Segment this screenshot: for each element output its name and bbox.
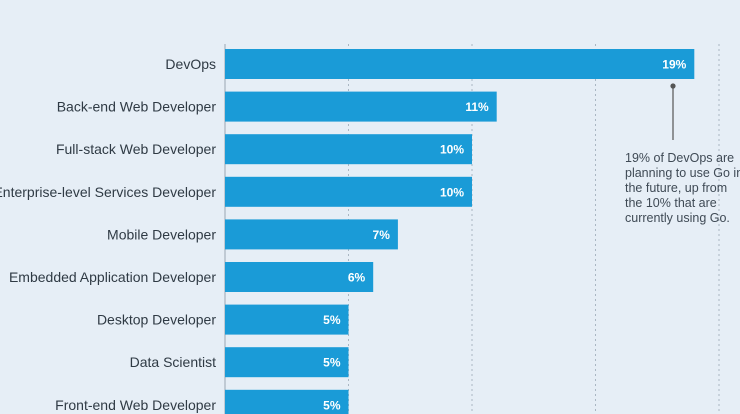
annotation-line-1: 19% of DevOps are [625,151,734,165]
value-label: 5% [323,356,341,370]
category-label: Data Scientist [130,354,216,370]
value-label: 19% [662,58,686,72]
value-label: 7% [373,228,391,242]
bar [225,134,472,165]
category-label: Mobile Developer [107,226,216,242]
bar [225,262,374,292]
annotation-line-5: currently using Go. [625,211,730,225]
bar [225,49,695,79]
annotation-line-4: the 10% that are [625,196,717,210]
bars: 19% 11% 10% 10% 7% 6% 5% 5% 5% [225,49,695,414]
category-label: Embedded Application Developer [9,269,216,285]
value-label: 5% [323,398,341,412]
value-label: 10% [440,185,464,199]
bar [225,304,349,335]
bar [225,176,472,207]
annotation-text: 19% of DevOps are planning to use Go in … [625,151,740,225]
value-label: 11% [465,100,489,114]
bar [225,219,398,250]
annotation-line-2: planning to use Go in [625,166,740,180]
value-label: 10% [440,143,464,157]
bar [225,389,349,414]
value-label: 5% [323,313,341,327]
category-label: DevOps [165,56,216,72]
category-label: Desktop Developer [97,312,216,328]
category-label: Enterprise-level Services Developer [0,184,216,200]
value-label: 6% [348,271,366,285]
category-label: Full-stack Web Developer [56,141,216,157]
bar [225,91,497,122]
category-label: Front-end Web Developer [55,397,216,413]
annotation-dot [670,83,676,89]
category-labels: DevOps Back-end Web Developer Full-stack W… [0,56,216,413]
category-label: Back-end Web Developer [57,99,217,115]
bar [225,347,349,378]
annotation-line-3: the future, up from [625,181,727,195]
annotation: 19% of DevOps are planning to use Go in … [625,83,740,225]
